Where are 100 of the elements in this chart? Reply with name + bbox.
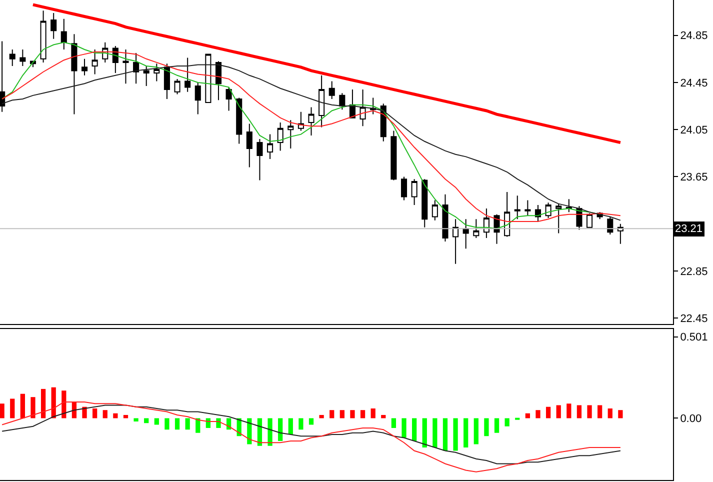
bar — [474, 418, 478, 444]
candlestick — [92, 48, 98, 75]
bar — [432, 418, 438, 448]
candlestick — [360, 89, 366, 127]
candlestick — [318, 74, 325, 128]
candlestick — [122, 48, 129, 84]
bar — [546, 406, 551, 418]
candlestick — [339, 92, 346, 110]
bar — [504, 418, 510, 426]
candlestick — [9, 48, 16, 66]
candlestick — [556, 203, 562, 234]
candlestick — [205, 54, 212, 103]
bar — [391, 418, 396, 428]
bar — [40, 388, 46, 418]
candlestick — [0, 40, 6, 112]
y-tick-label: 23.65 — [680, 172, 708, 184]
candlestick — [277, 122, 284, 152]
candlestick — [50, 12, 57, 40]
bar — [308, 418, 314, 425]
candlestick — [40, 10, 46, 63]
candlestick — [133, 52, 140, 84]
candlestick — [452, 218, 459, 264]
bar — [536, 410, 540, 418]
bar — [144, 418, 149, 424]
bar — [113, 413, 118, 418]
candlestick — [462, 218, 469, 250]
candlestick — [586, 214, 593, 228]
bar — [298, 418, 304, 430]
candlestick — [256, 138, 263, 181]
candlestick — [473, 218, 480, 238]
bar — [556, 405, 561, 418]
candlestick — [226, 86, 232, 112]
bar — [402, 418, 406, 438]
candlestick — [411, 178, 418, 206]
candlestick — [236, 97, 242, 144]
bar — [82, 406, 87, 418]
bar — [453, 418, 458, 451]
bar — [278, 418, 283, 441]
bar — [422, 418, 427, 448]
bar — [360, 410, 366, 418]
y-tick-label: 24.45 — [680, 77, 708, 90]
bar — [442, 418, 448, 451]
bar — [134, 418, 138, 422]
candlestick — [422, 178, 428, 228]
y-tick-label: 24.05 — [680, 124, 708, 136]
bar — [174, 418, 180, 430]
candlestick — [432, 200, 438, 221]
y-tick-label: 0.00 — [680, 413, 702, 426]
candlestick — [288, 120, 294, 149]
bar — [484, 418, 489, 436]
bar — [608, 408, 612, 418]
bar — [92, 408, 98, 418]
y-tick-label: 0.501 — [680, 332, 708, 344]
candlestick — [390, 130, 397, 181]
candlestick — [442, 194, 448, 242]
y-tick-label: 22.85 — [680, 266, 708, 278]
candlestick — [328, 80, 335, 100]
bar — [154, 418, 159, 425]
y-tick-label: 24.85 — [680, 30, 708, 42]
ref-line-label: 23.21 — [675, 223, 703, 235]
bar — [196, 418, 200, 433]
bar — [330, 410, 334, 418]
bar — [587, 405, 592, 418]
line-series — [2, 404, 621, 464]
candlestick — [246, 123, 252, 168]
candlestick — [514, 195, 520, 220]
bar — [566, 404, 572, 418]
candlestick — [380, 103, 386, 142]
bar — [0, 404, 4, 418]
candlestick — [607, 216, 614, 235]
candlestick — [534, 204, 542, 222]
bar — [10, 398, 15, 418]
bar — [268, 418, 272, 446]
bar — [381, 414, 386, 418]
candlestick — [71, 34, 78, 115]
y-tick-label: 22.45 — [680, 312, 708, 325]
candlestick — [308, 106, 314, 136]
candlestick — [60, 18, 67, 50]
bar — [370, 408, 376, 418]
bar — [576, 405, 582, 418]
bar — [340, 410, 344, 418]
bar — [257, 418, 262, 446]
bar — [185, 418, 190, 430]
bar — [20, 394, 25, 418]
candlestick — [267, 134, 274, 160]
bar — [464, 418, 468, 448]
bar — [30, 397, 36, 418]
bar — [319, 414, 324, 418]
bar — [123, 414, 128, 418]
bar — [206, 418, 211, 428]
candlestick — [81, 58, 88, 76]
bar — [618, 410, 623, 418]
candlestick — [154, 63, 160, 82]
line-series — [31, 3, 622, 144]
candlestick — [215, 60, 222, 101]
candlestick — [164, 63, 170, 100]
bar — [494, 418, 500, 433]
candlestick — [184, 57, 191, 92]
candlestick — [20, 48, 26, 66]
bar — [412, 418, 417, 441]
